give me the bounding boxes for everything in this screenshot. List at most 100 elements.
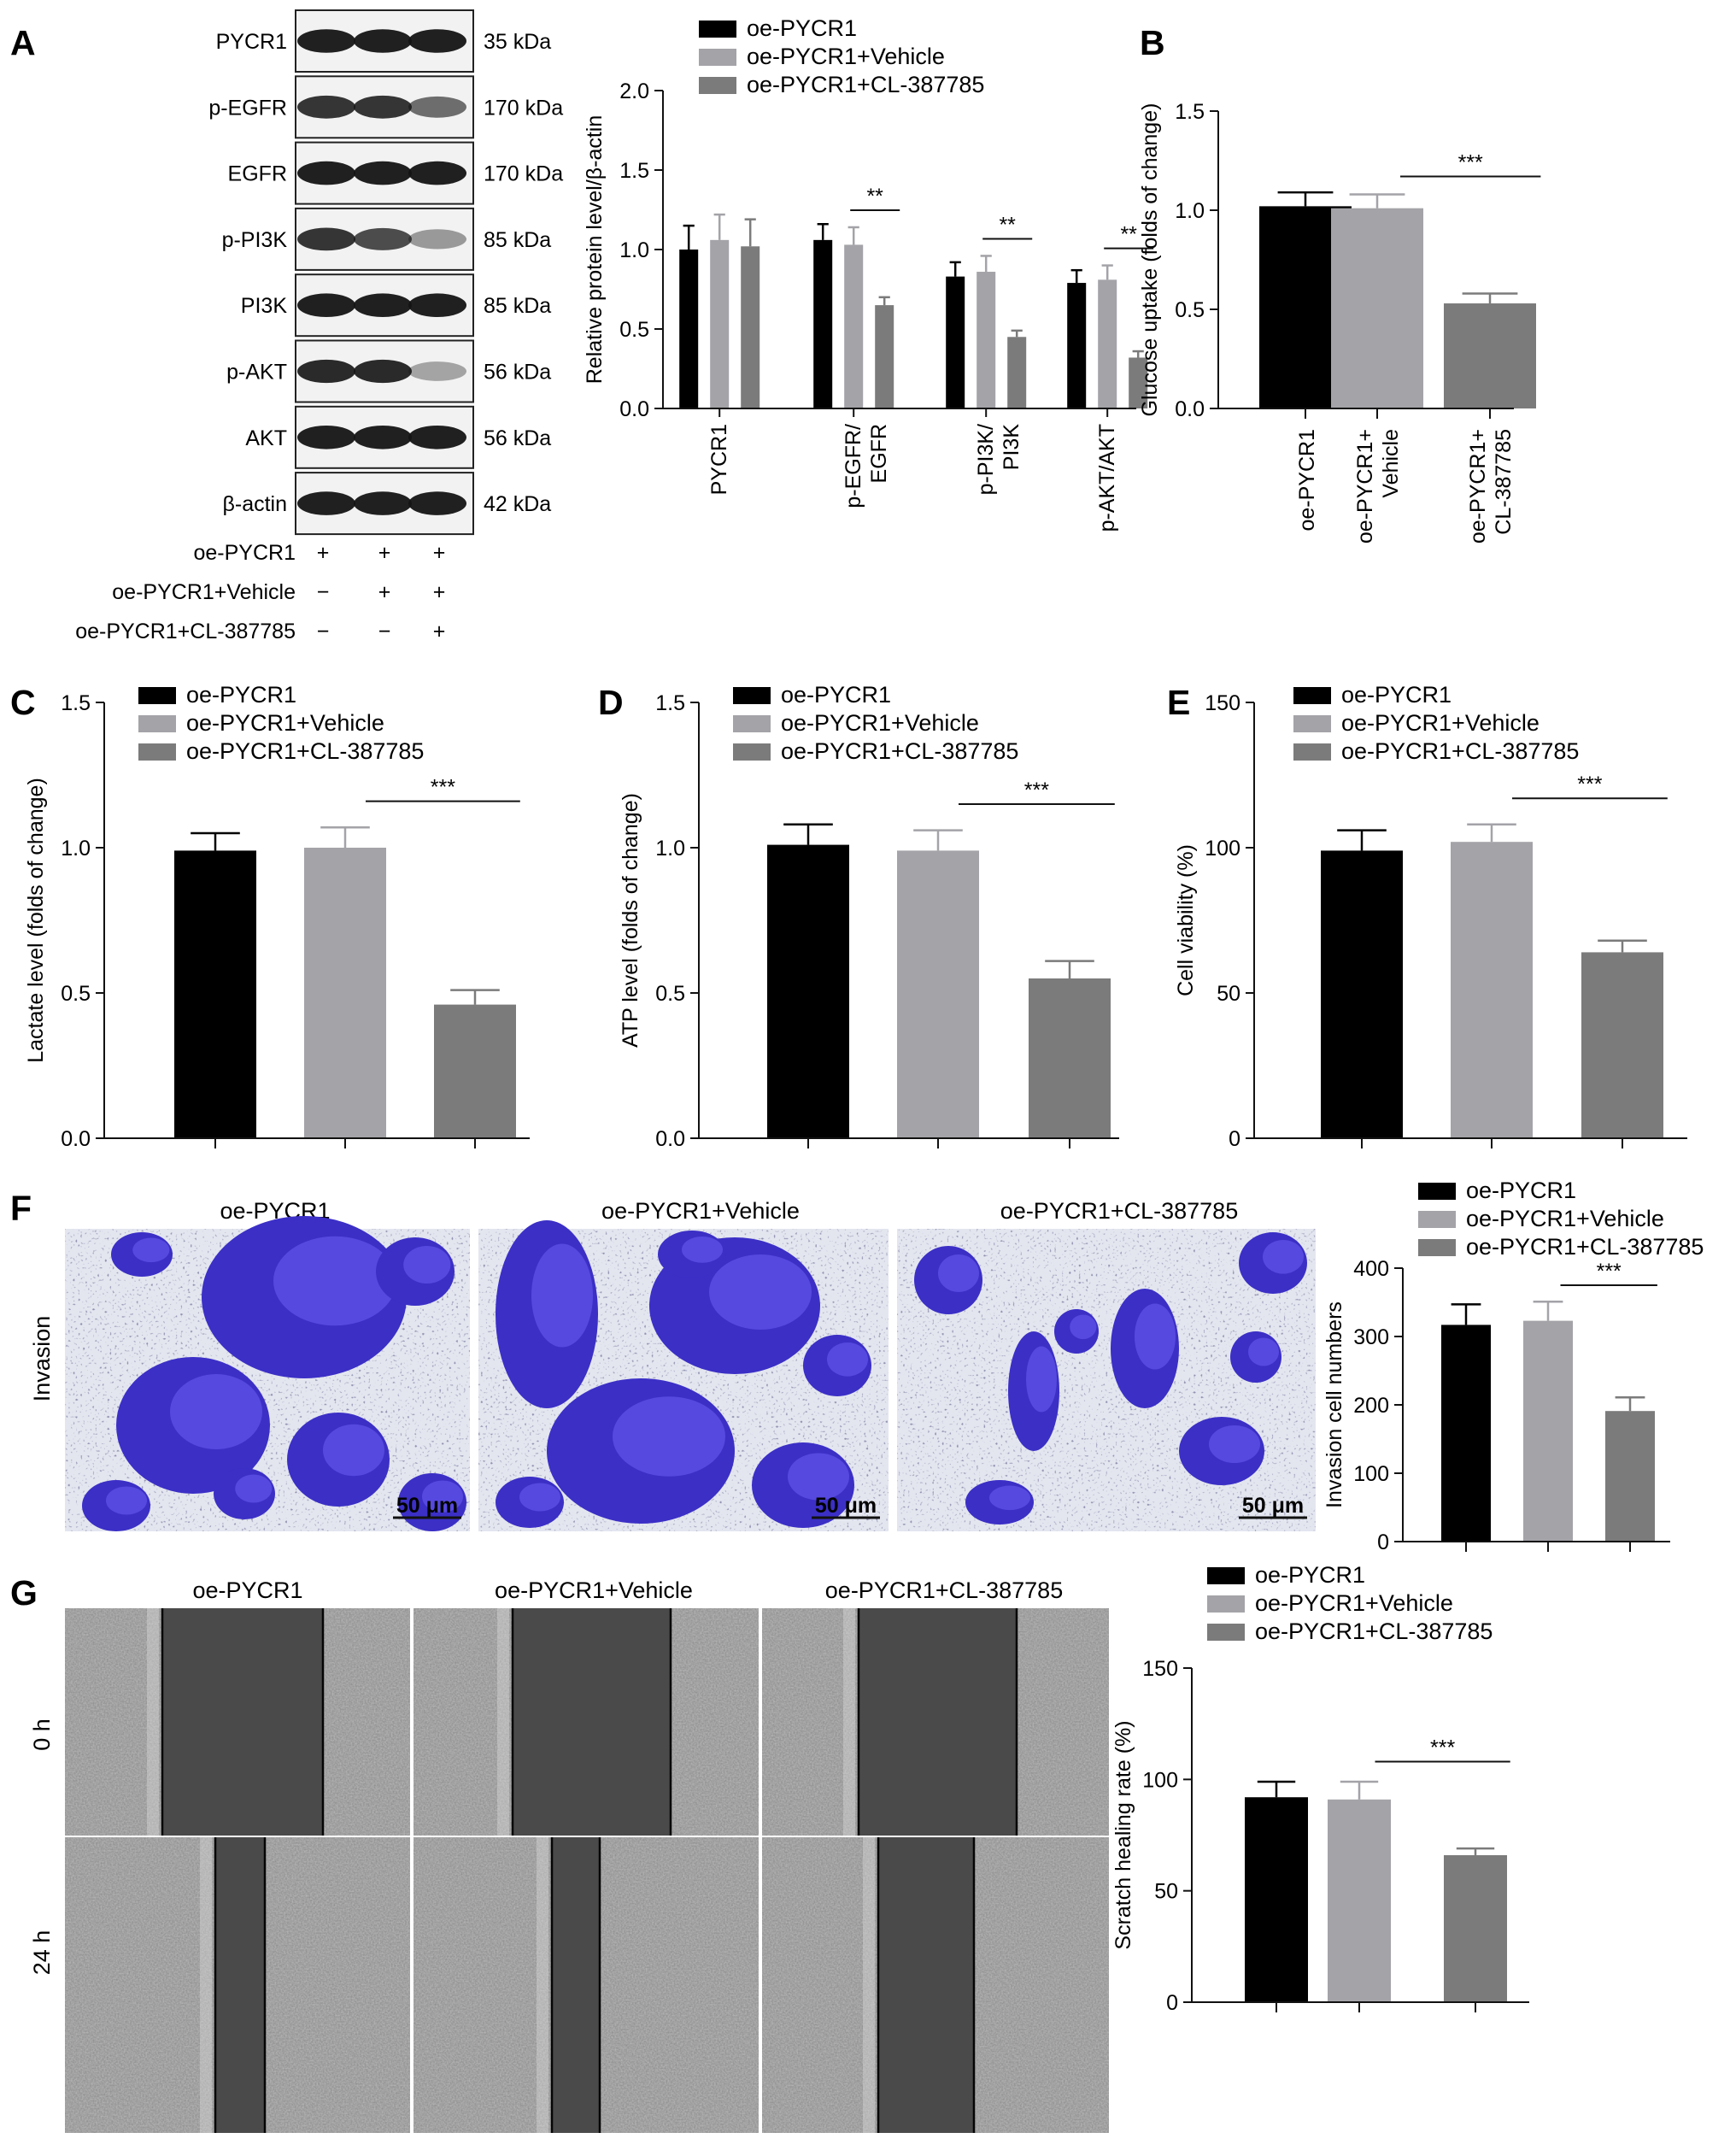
cell-edge (863, 1837, 875, 2133)
legend-swatch (699, 77, 736, 94)
invasion-row-label: Invasion (29, 1316, 55, 1402)
scratch-gap (859, 1608, 1017, 1836)
cell-cluster (1026, 1346, 1057, 1413)
cell-cluster (1248, 1337, 1279, 1366)
scratch-gap (162, 1608, 323, 1836)
legend-swatch (138, 687, 176, 704)
significance-label: *** (1430, 1736, 1455, 1759)
y-tick-label: 0.0 (619, 397, 649, 421)
scratch-col-label-3: oe-PYCR1+CL-387785 (825, 1577, 1063, 1603)
y-tick-label: 400 (1353, 1257, 1389, 1281)
blot-condition-sign: + (433, 620, 446, 643)
invasion-images: Invasion oe-PYCR1 oe-PYCR1+Vehicle oe-PY… (29, 1198, 1316, 1531)
bar-charts: 0.0 0.5 1.0 1.5 2.0 Relative protein level/β-… (24, 15, 1704, 2015)
cell-cluster (1070, 1314, 1097, 1340)
legend-swatch (1418, 1211, 1456, 1228)
significance-label: ** (999, 213, 1016, 237)
bar (813, 239, 833, 408)
y-tick-label: 0 (1377, 1530, 1389, 1554)
legend-swatch (1293, 743, 1331, 761)
cell-cluster (938, 1254, 979, 1292)
cell-cluster (403, 1246, 451, 1284)
blot-band (354, 359, 412, 384)
bar (741, 246, 760, 408)
invasion-image-3: 50 μm (897, 1229, 1316, 1531)
x-tick-label: oe-PYCR1 (1295, 429, 1319, 532)
cell-cluster (170, 1374, 262, 1449)
y-tick-label: 0 (1166, 1991, 1178, 2015)
scratch-row-label-24h: 24 h (29, 1930, 55, 1976)
y-axis-label: Cell viability (%) (1174, 844, 1198, 996)
significance-label: *** (431, 776, 455, 800)
y-axis-label: Glucose uptake (folds of change) (1138, 103, 1162, 417)
blot-band (297, 95, 355, 119)
significance-label: *** (1024, 778, 1049, 802)
cell-cluster (132, 1237, 170, 1263)
cell-edge (200, 1837, 212, 2133)
scratch-col-label-2: oe-PYCR1+Vehicle (495, 1577, 693, 1603)
bar (1245, 1797, 1308, 2002)
scratch-image (413, 1837, 759, 2133)
legend-label: oe-PYCR1+Vehicle (1466, 1206, 1664, 1231)
bar (875, 305, 894, 408)
cell-cluster (682, 1237, 723, 1263)
bar (897, 850, 979, 1138)
legend-label: oe-PYCR1+Vehicle (186, 710, 384, 736)
scale-bar-label: 50 μm (1242, 1494, 1304, 1518)
legend-swatch (1418, 1239, 1456, 1256)
legend-swatch (138, 715, 176, 732)
blot-condition-sign: − (317, 620, 330, 643)
legend-swatch (1293, 715, 1331, 732)
y-axis-label: Scratch healing rate (%) (1111, 1720, 1135, 1949)
panel-letter-f: F (10, 1189, 32, 1228)
panel-letter-b: B (1140, 23, 1165, 62)
cell-cluster (235, 1474, 273, 1503)
y-tick-label: 1.0 (1175, 199, 1205, 223)
panel-letter-a: A (10, 23, 36, 62)
bar (1331, 208, 1423, 408)
legend-swatch (1207, 1624, 1245, 1641)
legend-swatch (699, 49, 736, 66)
legend-label: oe-PYCR1 (1341, 682, 1452, 708)
y-tick-label: 1.0 (619, 238, 649, 262)
cell-edge (497, 1608, 509, 1836)
y-axis-label: Invasion cell numbers (1323, 1301, 1346, 1508)
y-tick-label: 1.5 (1175, 100, 1205, 124)
y-tick-label: 1.5 (619, 159, 649, 183)
bar (1441, 1325, 1491, 1542)
cell-cluster (1263, 1240, 1304, 1274)
invasion-image-1: 50 μm (65, 1216, 470, 1531)
legend-label: oe-PYCR1 (1466, 1178, 1576, 1203)
bar (1328, 1799, 1391, 2002)
scratch-image (65, 1837, 410, 2133)
legend-swatch (1207, 1567, 1245, 1584)
blot-protein-label: p-EGFR (208, 96, 287, 120)
legend-label: oe-PYCR1+Vehicle (747, 44, 945, 69)
scratch-image (413, 1608, 759, 1836)
legend-label: oe-PYCR1+CL-387785 (747, 72, 984, 97)
scratch-gap (552, 1837, 600, 2133)
legend-swatch (138, 743, 176, 761)
cell-cluster (613, 1396, 725, 1477)
blot-mw-label: 56 kDa (484, 426, 551, 450)
x-tick-label: oe-PYCR1+Vehicle (1353, 429, 1403, 543)
blot-band (354, 95, 412, 119)
blot-band (408, 293, 466, 318)
x-tick-label: PYCR1 (707, 424, 731, 495)
panel-letter-d: D (598, 683, 624, 722)
scale-bar-label: 50 μm (815, 1494, 877, 1518)
cell-cluster (273, 1236, 396, 1326)
blot-band (408, 29, 466, 53)
blot-condition-sign: − (317, 580, 330, 604)
scratch-image (762, 1608, 1109, 1836)
y-axis-label: Relative protein level/β-actin (583, 115, 607, 385)
legend-label: oe-PYCR1+Vehicle (1341, 710, 1540, 736)
blot-band (354, 491, 412, 515)
x-tick-label: p-PI3K/PI3K (974, 424, 1023, 496)
cell-cluster (788, 1453, 849, 1501)
y-tick-label: 0 (1229, 1127, 1240, 1151)
y-tick-label: 200 (1353, 1394, 1389, 1418)
blot-band (354, 161, 412, 185)
y-tick-label: 0.0 (655, 1127, 685, 1151)
legend-swatch (1418, 1183, 1456, 1200)
